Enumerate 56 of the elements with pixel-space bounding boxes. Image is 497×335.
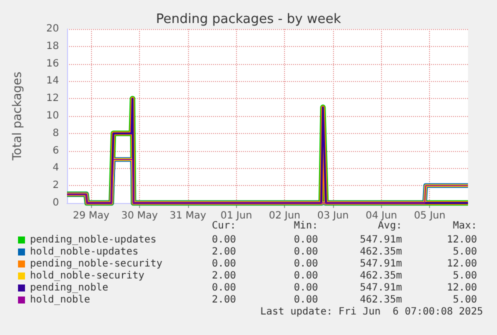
y-tick-label: 8 [52,128,59,139]
text: 462.35m [360,270,402,282]
x-tick-label: 04 Jun [366,210,398,222]
x-tick-label: 31 May [170,210,206,222]
legend-label: pending_noble-updates [30,234,156,246]
text: Last update: Fri Jun 6 07:00:08 2025 [260,306,483,318]
text: 5.00 [452,246,477,258]
text: 12.00 [446,234,477,246]
y-tick-label: 6 [52,145,59,156]
text: 12.00 [446,258,477,270]
y-tick-label: 12 [46,93,59,104]
y-tick-label: 20 [46,24,59,34]
y-axis-title: Total packages [10,72,24,162]
legend-label: hold_noble [30,294,90,306]
text: 547.91m [360,258,402,270]
text: 462.35m [360,246,402,258]
text: 2.00 [212,270,236,282]
text: 2.00 [212,294,236,306]
text: 0.00 [294,294,318,306]
x-tick-label: 30 May [121,210,158,222]
y-tick-label: 2 [52,180,59,192]
text: 2.00 [212,246,236,258]
chart-title: Pending packages - by week [156,12,342,27]
y-tick-label: 4 [52,162,59,174]
text: 0.00 [294,258,318,270]
text: 0.00 [212,282,236,294]
text: 462.35m [360,294,402,306]
y-tick-label: 10 [46,110,59,122]
text: 0.00 [294,282,318,294]
y-tick-label: 0 [52,198,59,208]
y-tick-label: 14 [46,76,59,87]
text: Max: [452,220,477,232]
text: 5.00 [452,294,477,306]
text: 12.00 [446,282,477,294]
text: 547.91m [360,234,402,246]
text: 0.00 [212,258,236,270]
legend-label: hold_noble-security [30,270,144,282]
legend-label: pending_noble-security [30,258,162,270]
x-tick-label: 05 Jun [414,210,446,222]
text: 5.00 [452,270,477,282]
y-tick-label: 16 [46,58,59,70]
text: 0.00 [294,234,318,246]
text: Avg: [378,220,402,232]
text: 0.00 [294,270,318,282]
text: 0.00 [212,234,236,246]
text: 0.00 [294,246,318,258]
x-tick-label: 01 Jun [220,210,252,222]
text: Cur: [212,220,236,232]
legend-label: pending_noble [30,282,108,294]
x-tick-label: 02 Jun [268,210,300,222]
y-tick-label: 18 [46,40,59,52]
text: 547.91m [360,282,402,294]
text: Min: [294,220,318,232]
legend-label: hold_noble-updates [30,246,138,258]
x-tick-label: 29 May [72,210,110,222]
x-tick-label: 03 Jun [317,210,349,222]
